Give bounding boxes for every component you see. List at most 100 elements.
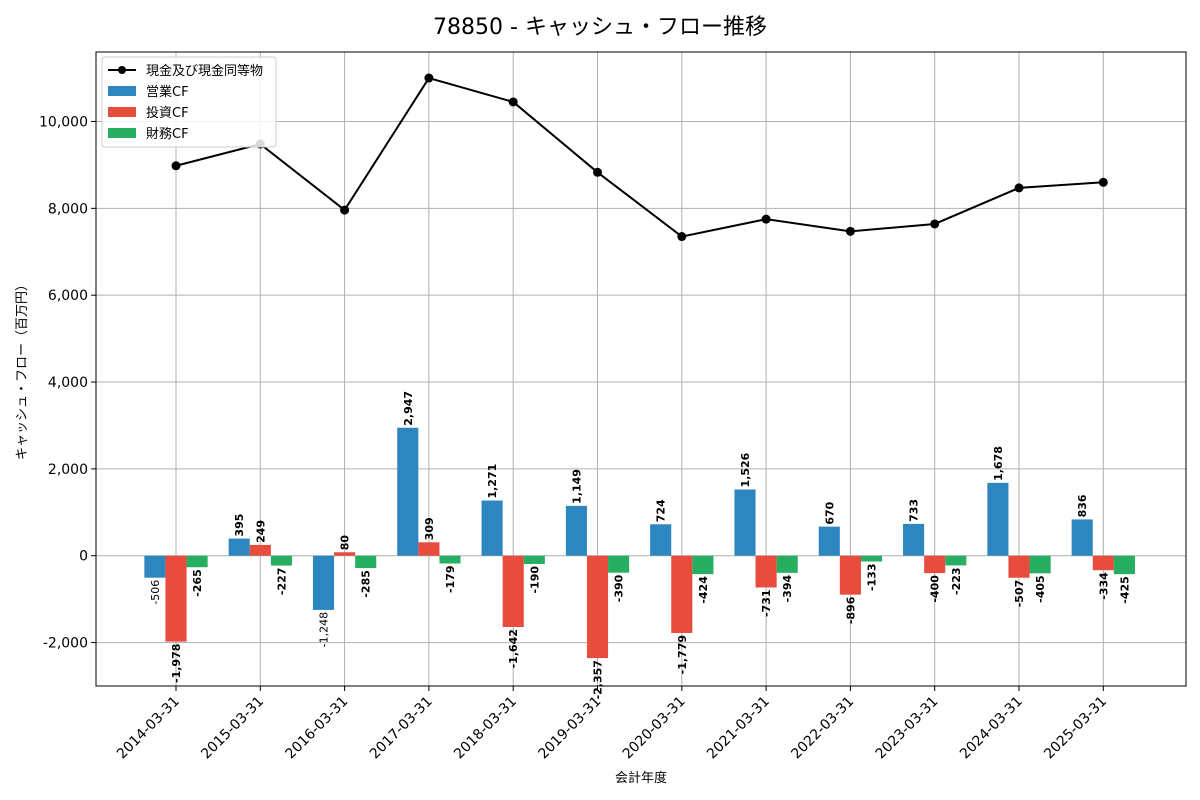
data-label: -223	[950, 567, 963, 595]
cash-line	[171, 73, 1108, 242]
bar	[270, 555, 292, 566]
y-tick-label: -2,000	[43, 636, 88, 652]
bar	[860, 555, 883, 562]
y-tick-label: 6,000	[48, 288, 88, 304]
chart-title: 78850 - キャッシュ・フロー推移	[433, 15, 767, 40]
cash-line-point	[171, 161, 181, 171]
bar	[397, 427, 419, 556]
legend-box	[101, 56, 277, 148]
data-label: -507	[1013, 580, 1026, 608]
cash-line-point	[845, 226, 855, 236]
cash-line-point	[508, 97, 518, 107]
bar	[924, 555, 946, 574]
x-tick-label: 2025-03-31	[1041, 694, 1110, 763]
data-label: -133	[866, 564, 879, 592]
bar	[228, 538, 250, 556]
bar	[523, 555, 545, 564]
cash-line-point	[930, 219, 940, 229]
data-label: 733	[908, 499, 921, 522]
bar	[755, 555, 777, 588]
cash-line-point	[1014, 183, 1024, 193]
legend-label: 営業CF	[146, 84, 189, 100]
x-tick-label: 2024-03-31	[957, 694, 1026, 763]
data-label: 2,947	[402, 391, 415, 426]
data-label: 1,149	[570, 469, 583, 504]
bar	[334, 552, 356, 556]
data-labels: -506 395 -1,248 2,947 1,271 1,149 724 1,526 670 7…	[149, 391, 1132, 699]
x-tick-label: 2019-03-31	[535, 694, 604, 763]
bar	[987, 482, 1009, 556]
data-label: -896	[844, 596, 857, 624]
cash-line-point	[593, 167, 602, 177]
data-label: -1,779	[676, 635, 689, 674]
bar	[671, 555, 693, 633]
data-label: 80	[339, 535, 352, 551]
x-tick-label: 2016-03-31	[283, 694, 352, 763]
x-axis-label: 会計年度	[615, 770, 667, 786]
bar	[481, 500, 503, 556]
data-label: -2,357	[592, 660, 605, 699]
cash-line-path	[175, 76, 1104, 238]
x-tick-label: 2021-03-31	[704, 694, 773, 763]
data-label: -1,642	[507, 629, 520, 668]
data-label: -227	[275, 568, 288, 596]
legend-label: 投資CF	[146, 105, 189, 121]
x-tick-label: 2022-03-31	[788, 694, 857, 763]
x-axis: 2014-03-31 2015-03-31 2016-03-31 2017-03-31…	[114, 686, 1110, 762]
bar	[355, 555, 377, 569]
bar	[1071, 519, 1093, 556]
x-tick-label: 2018-03-31	[451, 694, 520, 763]
bar	[776, 555, 798, 573]
y-tick-label: 8,000	[48, 201, 88, 217]
y-axis: -2,000 0 2,000 4,000 6,000 8,000 10,000	[39, 114, 96, 652]
bar	[945, 555, 967, 566]
legend-swatch	[108, 128, 136, 138]
legend-swatch	[108, 86, 136, 96]
legend-marker	[118, 66, 126, 74]
data-label: -285	[360, 570, 373, 598]
data-label: -179	[444, 565, 457, 593]
cash-line-point	[424, 73, 434, 83]
bar	[692, 555, 714, 575]
data-label: 1,526	[739, 452, 752, 487]
data-label: -1,248	[318, 612, 331, 647]
data-label: 724	[655, 499, 668, 522]
data-label: -400	[929, 575, 942, 603]
data-label: 1,271	[486, 464, 499, 499]
bar	[418, 542, 440, 556]
plot-frame	[95, 51, 1187, 687]
bar	[186, 555, 208, 568]
x-tick-label: 2015-03-31	[198, 694, 267, 763]
y-tick-label: 10,000	[39, 114, 88, 130]
x-tick-label: 2014-03-31	[114, 694, 183, 763]
bar	[502, 555, 524, 628]
data-label: -424	[697, 576, 710, 604]
bar	[1092, 555, 1114, 571]
bar	[1113, 555, 1135, 575]
legend-swatch	[108, 107, 136, 117]
data-label: -390	[613, 574, 626, 602]
bar	[818, 526, 840, 556]
data-label: -425	[1118, 576, 1131, 604]
bar	[608, 555, 630, 573]
data-label: 670	[823, 501, 836, 524]
data-label: -405	[1034, 575, 1047, 603]
data-label: -1,978	[170, 644, 183, 683]
bar	[249, 544, 271, 556]
bar	[734, 489, 756, 556]
data-label: -506	[149, 580, 162, 605]
bar	[565, 505, 587, 556]
cash-line-point	[761, 214, 771, 224]
cash-line-point	[340, 205, 350, 215]
bar	[903, 523, 925, 556]
data-label: 395	[233, 514, 246, 537]
legend-label: 現金及び現金同等物	[146, 63, 263, 79]
y-axis-label: キャッシュ・フロー（百万円）	[15, 278, 30, 460]
y-tick-label: 4,000	[48, 375, 88, 391]
bars	[144, 427, 1135, 659]
data-label: 249	[254, 520, 267, 543]
data-label: 1,678	[992, 446, 1005, 481]
bar	[586, 555, 609, 659]
